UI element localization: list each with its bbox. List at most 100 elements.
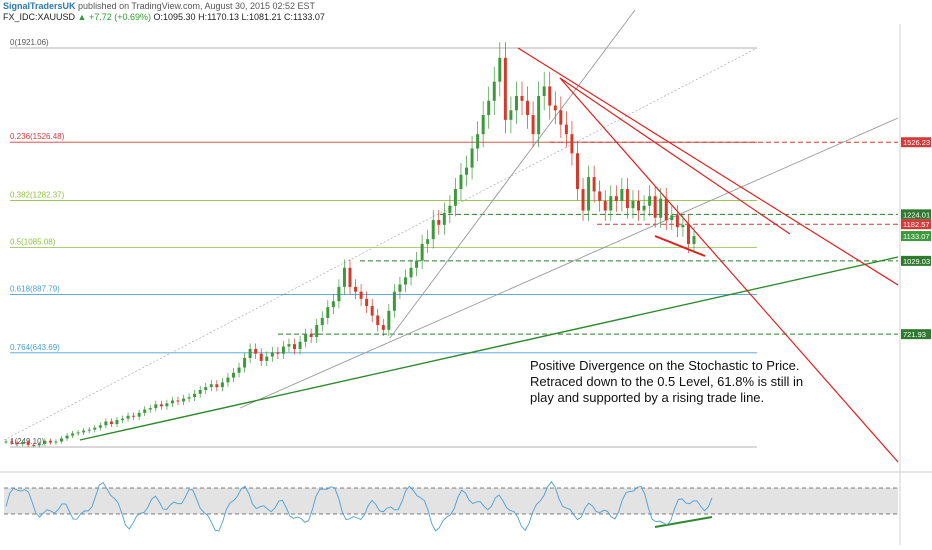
author-name[interactable]: SignalTradersUK: [3, 1, 76, 11]
candle-body: [681, 224, 685, 228]
stochastic-line: [5, 481, 713, 532]
candle-body: [392, 291, 396, 311]
fib-label: 0.382(1282.37): [10, 190, 65, 199]
candle-body: [187, 397, 191, 399]
candle-body: [304, 334, 308, 342]
candle-body: [670, 215, 674, 221]
candle-body: [387, 310, 391, 330]
candle-body: [553, 105, 557, 111]
candle-body: [448, 205, 452, 213]
candle-body: [93, 427, 97, 430]
fib-label: 0.5(1085.08): [10, 238, 56, 247]
candle-body: [520, 95, 524, 101]
candle-body: [76, 432, 80, 434]
candle-body: [15, 442, 19, 444]
candle-body: [470, 148, 474, 168]
candle-body: [182, 398, 186, 402]
chart-header: SignalTradersUK published on TradingView…: [0, 0, 932, 24]
candle-body: [298, 341, 302, 349]
candle-body: [359, 291, 363, 299]
candle-body: [226, 377, 230, 383]
candle-body: [220, 382, 224, 388]
candle-body: [348, 267, 352, 287]
falling-trend-line: [517, 47, 899, 286]
candle-body: [537, 95, 541, 135]
candle-body: [487, 100, 491, 116]
candle-body: [82, 430, 86, 433]
fib-label: 0(1921.06): [10, 38, 49, 47]
candle-body: [243, 358, 247, 368]
annotation-line-1: Positive Divergence on the Stochastic to…: [530, 358, 800, 373]
candle-body: [270, 352, 274, 357]
candle-body: [426, 239, 430, 244]
candle-body: [293, 344, 297, 349]
candle-body: [154, 404, 158, 409]
candle-body: [4, 441, 8, 443]
candle-body: [409, 267, 413, 278]
candle-body: [165, 403, 169, 407]
candle-body: [653, 196, 657, 218]
falling-trend-line: [559, 77, 791, 235]
candle-body: [559, 110, 563, 125]
candle-body: [598, 191, 602, 201]
price-label: 1133.07: [903, 232, 930, 241]
price-label: 1182.57: [903, 220, 930, 229]
candle-body: [542, 86, 546, 96]
candle-body: [376, 315, 380, 326]
ohlc-line: FX_IDC:XAUUSD ▲ +7.72 (+0.69%) O:1095.30…: [3, 12, 325, 22]
gray-trend-line: [239, 117, 899, 409]
candle-body: [26, 442, 30, 445]
candle-body: [437, 220, 441, 225]
published-info: published on TradingView.com, August 30,…: [78, 1, 316, 11]
price-label: 1526.23: [903, 138, 930, 147]
candle-body: [320, 317, 324, 326]
candle-body: [526, 100, 530, 116]
candle-body: [370, 305, 374, 316]
price-label-box: [901, 219, 931, 230]
falling-trend-line: [559, 77, 899, 463]
candle-body: [254, 348, 258, 354]
candle-body: [104, 421, 108, 426]
candle-body: [403, 277, 407, 285]
candle-body: [659, 198, 663, 218]
candle-body: [59, 438, 63, 442]
candle-body: [126, 415, 130, 419]
candle-body: [176, 400, 180, 402]
stochastic-divergence-line: [654, 516, 713, 528]
candle-body: [587, 177, 591, 211]
candle-body: [415, 260, 419, 268]
candle-body: [209, 384, 213, 388]
candle-body: [637, 200, 641, 211]
fib-label: 0.764(643.69): [10, 343, 60, 352]
candle-body: [115, 420, 119, 425]
candle-body: [453, 189, 457, 206]
candle-body: [204, 387, 208, 390]
candle-body: [675, 215, 679, 228]
publisher-line: SignalTradersUK published on TradingView…: [3, 1, 315, 11]
rising-trend-line: [79, 256, 899, 441]
candle-body: [10, 441, 14, 443]
price-label: 1029.03: [903, 257, 930, 266]
candle-body: [648, 196, 652, 206]
candle-body: [21, 442, 25, 444]
candle-body: [309, 334, 313, 338]
candle-body: [603, 200, 607, 211]
candle-body: [337, 286, 341, 302]
candle-body: [326, 307, 330, 318]
candle-body: [459, 174, 463, 190]
high-value: H:1170.13: [198, 12, 239, 22]
candle-body: [481, 115, 485, 135]
candle-body: [442, 212, 446, 225]
price-label: 1224.01: [903, 210, 930, 219]
candle-body: [498, 57, 502, 82]
candle-body: [365, 298, 369, 306]
candle-body: [71, 433, 75, 436]
candle-body: [143, 409, 147, 413]
dotted-trend-line: [3, 47, 758, 441]
candle-body: [248, 348, 252, 359]
change-value: +7.72 (+0.69%): [88, 12, 152, 22]
candle-body: [503, 57, 507, 120]
candle-body: [465, 167, 469, 175]
candle-body: [48, 440, 52, 443]
